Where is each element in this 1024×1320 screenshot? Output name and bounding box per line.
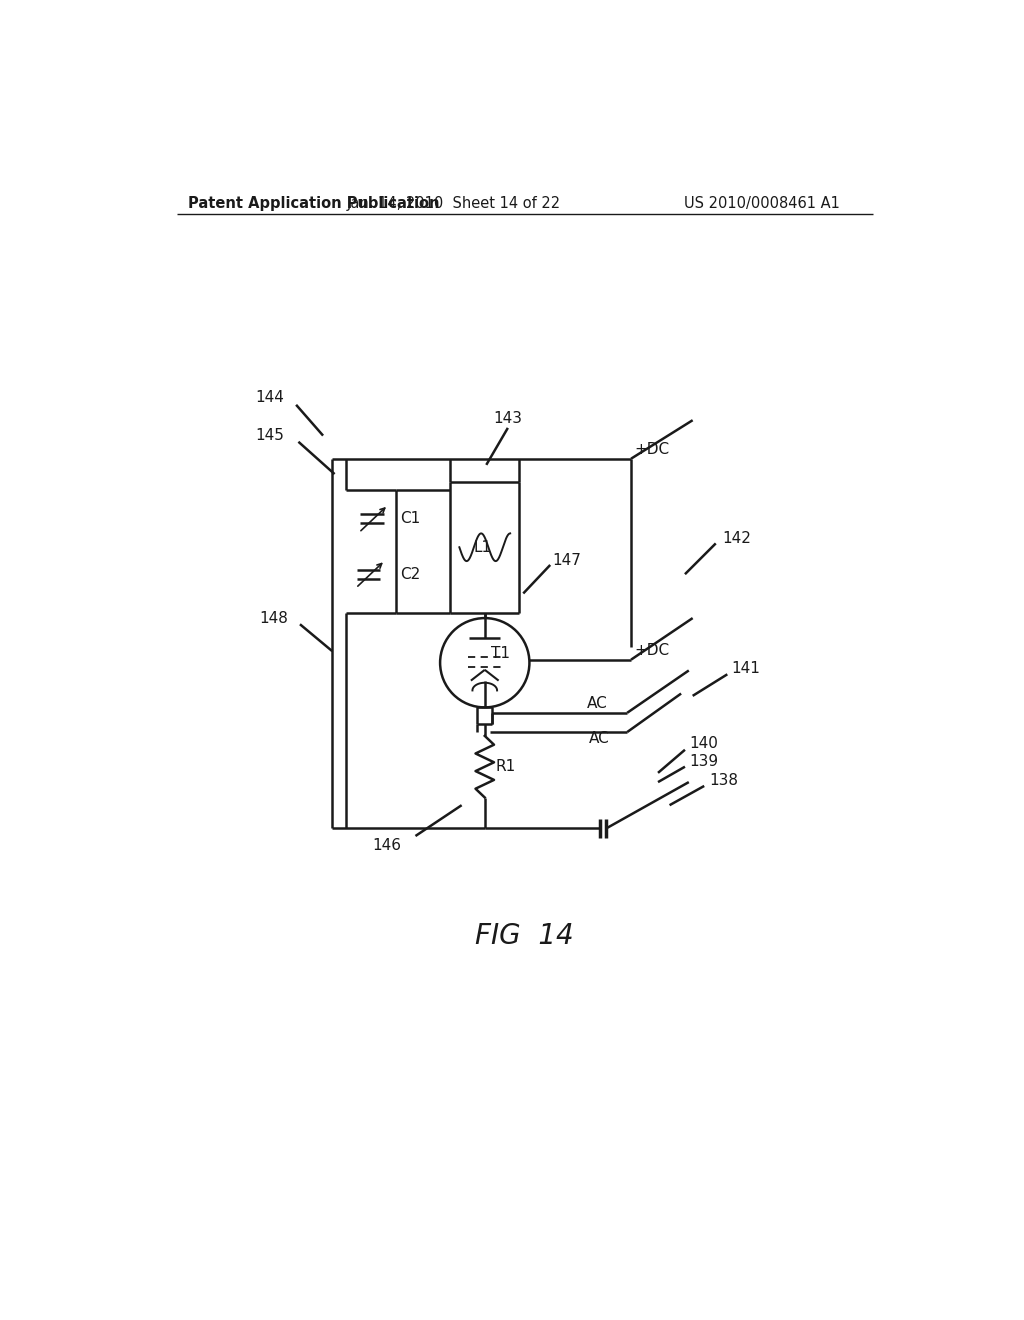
Text: 148: 148 xyxy=(259,611,289,627)
Text: 144: 144 xyxy=(256,389,285,405)
Text: +DC: +DC xyxy=(634,643,670,657)
Text: 146: 146 xyxy=(373,838,401,853)
Text: T1: T1 xyxy=(490,645,510,661)
Text: 147: 147 xyxy=(553,553,582,568)
Text: Jan. 14, 2010  Sheet 14 of 22: Jan. 14, 2010 Sheet 14 of 22 xyxy=(347,195,561,211)
Text: AC: AC xyxy=(587,696,607,711)
Text: FIG  14: FIG 14 xyxy=(475,923,574,950)
Text: AC: AC xyxy=(589,731,609,746)
Text: 139: 139 xyxy=(689,754,719,768)
Text: 145: 145 xyxy=(256,428,285,444)
Text: R1: R1 xyxy=(496,759,516,775)
Text: US 2010/0008461 A1: US 2010/0008461 A1 xyxy=(684,195,840,211)
Text: 138: 138 xyxy=(710,774,738,788)
Text: 140: 140 xyxy=(689,737,719,751)
Text: C1: C1 xyxy=(400,511,420,527)
Text: C2: C2 xyxy=(400,566,420,582)
Text: +DC: +DC xyxy=(634,442,670,457)
Text: 143: 143 xyxy=(494,411,522,426)
Text: Patent Application Publication: Patent Application Publication xyxy=(188,195,440,211)
Text: 142: 142 xyxy=(722,531,751,546)
Text: L1: L1 xyxy=(474,540,493,554)
Text: 141: 141 xyxy=(731,660,760,676)
